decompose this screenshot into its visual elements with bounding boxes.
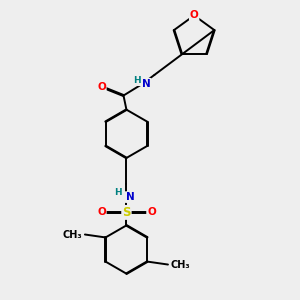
Text: O: O xyxy=(147,207,156,218)
Text: CH₃: CH₃ xyxy=(63,230,83,239)
Text: CH₃: CH₃ xyxy=(170,260,190,269)
Text: H: H xyxy=(114,188,122,196)
Text: H: H xyxy=(134,76,141,85)
Text: O: O xyxy=(97,207,106,218)
Text: N: N xyxy=(142,79,151,89)
Text: S: S xyxy=(122,206,131,219)
Text: O: O xyxy=(97,82,106,92)
Text: N: N xyxy=(126,192,134,202)
Text: O: O xyxy=(190,11,199,20)
